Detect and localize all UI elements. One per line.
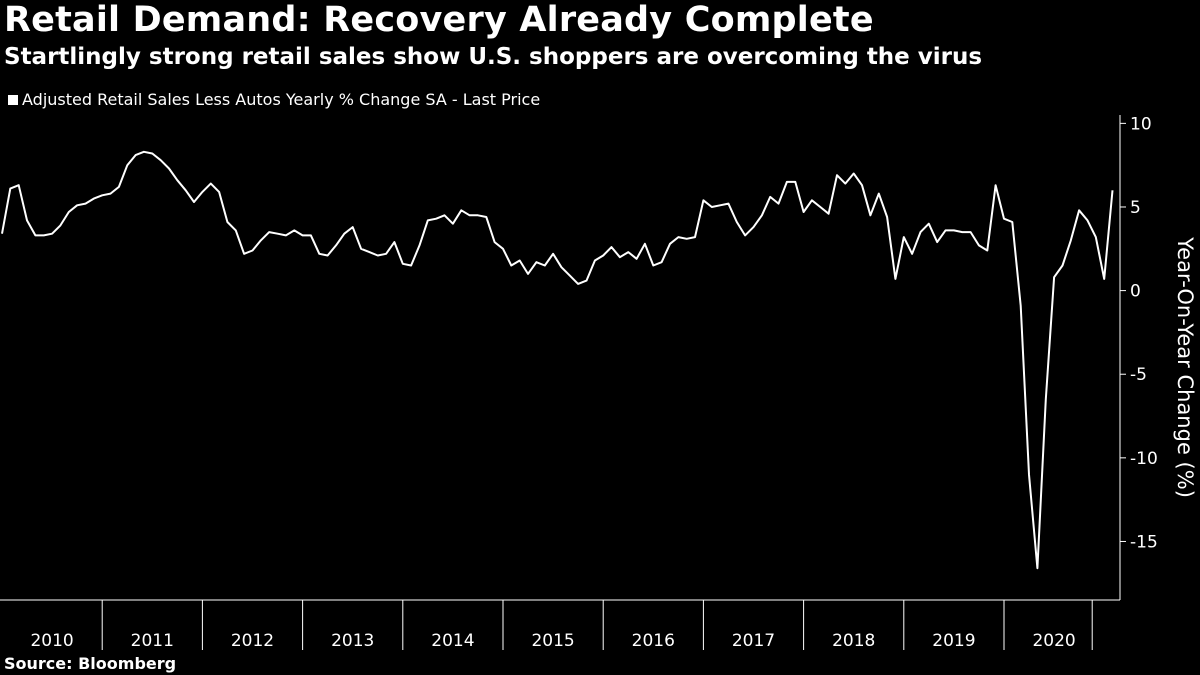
x-tick-label: 2010	[30, 631, 73, 651]
x-tick-label: 2014	[431, 631, 474, 651]
chart-title: Retail Demand: Recovery Already Complete	[4, 0, 874, 40]
y-tick-label: 5	[1130, 198, 1141, 218]
x-tick-label: 2019	[932, 631, 975, 651]
legend-label: Adjusted Retail Sales Less Autos Yearly …	[22, 90, 541, 109]
legend-swatch-icon	[8, 94, 18, 105]
x-tick-label: 2012	[231, 631, 274, 651]
x-tick-label: 2016	[632, 631, 675, 651]
x-tick-label: 2013	[331, 631, 374, 651]
x-tick-label: 2018	[832, 631, 875, 651]
x-tick-label: 2017	[732, 631, 775, 651]
y-axis-title: Year-On-Year Change (%)	[1173, 236, 1197, 498]
source-note: Source: Bloomberg	[4, 654, 177, 673]
chart-subtitle: Startlingly strong retail sales show U.S…	[4, 44, 983, 70]
x-tick-label: 2015	[531, 631, 574, 651]
legend: Adjusted Retail Sales Less Autos Yearly …	[8, 90, 540, 109]
x-tick-label: 2011	[131, 631, 174, 651]
series-line	[1, 150, 1114, 570]
y-tick-label: 10	[1130, 114, 1152, 134]
y-tick-label: 0	[1130, 282, 1141, 302]
y-tick-label: -5	[1130, 365, 1147, 385]
y-tick-label: -15	[1130, 532, 1158, 552]
x-tick-label: 2020	[1032, 631, 1075, 651]
y-tick-label: -10	[1130, 449, 1158, 469]
